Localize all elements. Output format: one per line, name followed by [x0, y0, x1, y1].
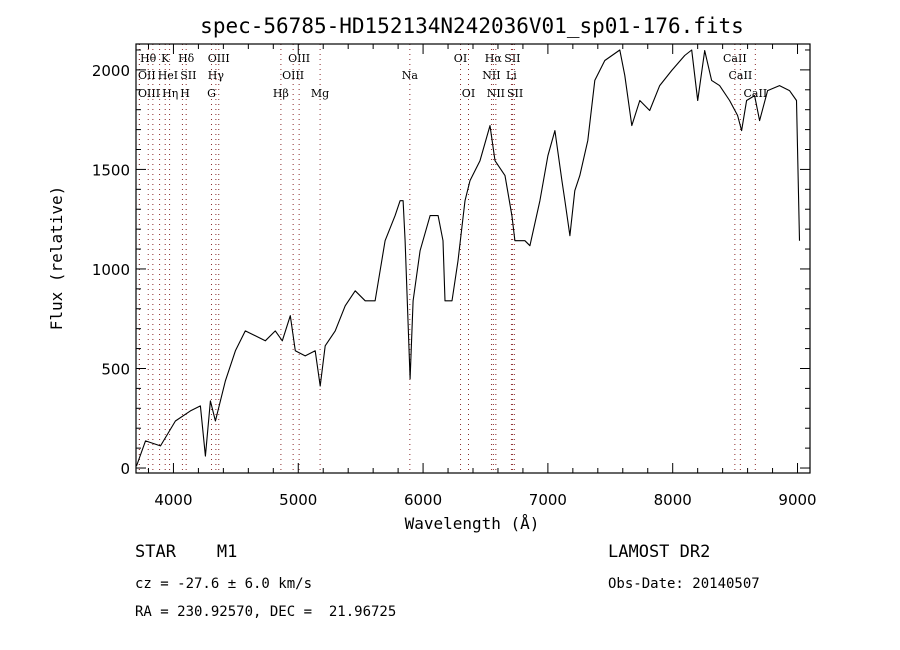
- line-marker-label: OIII: [282, 69, 304, 82]
- line-marker-label: Hα: [485, 52, 503, 65]
- x-tick-label: 7000: [529, 491, 567, 509]
- obs-date: Obs-Date: 20140507: [608, 576, 760, 592]
- coordinates: RA = 230.92570, DEC = 21.96725: [135, 604, 397, 620]
- line-marker-label: K: [161, 52, 170, 65]
- y-tick-label: 0: [120, 460, 130, 478]
- y-axis-label: Flux (relative): [47, 186, 66, 331]
- x-tick-label: 8000: [654, 491, 692, 509]
- series: [135, 49, 801, 467]
- line-marker-label: SII: [180, 69, 196, 82]
- line-marker-label: OII: [138, 69, 156, 82]
- line-marker-label: SII: [504, 52, 520, 65]
- axes: 4000 5000 6000 7000 8000 9000 0 500 1000 1500 2000: [92, 43, 817, 509]
- x-tick-label: 5000: [279, 491, 317, 509]
- x-axis-label: Wavelength (Å): [405, 514, 540, 533]
- line-marker-label: OIII: [288, 52, 310, 65]
- survey-name: LAMOST DR2: [608, 542, 711, 562]
- line-marker-label: Hθ: [140, 52, 157, 65]
- line-marker-label: CaII: [744, 87, 768, 100]
- chart-title: spec-56785-HD152134N242036V01_sp01-176.f…: [200, 14, 744, 38]
- y-tick-label: 1500: [92, 161, 130, 179]
- line-marker-label: Mg: [311, 87, 329, 100]
- line-marker-label: H: [180, 87, 190, 100]
- line-marker-label: OI: [454, 52, 467, 65]
- plot-frame: [135, 43, 811, 474]
- spectrum-line: [135, 49, 801, 467]
- y-tick-label: 500: [101, 360, 130, 378]
- line-marker-label: Hη: [162, 87, 178, 100]
- x-tick-label: 6000: [404, 491, 442, 509]
- line-marker-label: NII: [487, 87, 505, 100]
- x-tick-label: 9000: [778, 491, 816, 509]
- y-tick-label: 1000: [92, 261, 130, 279]
- object-class: STAR M1: [135, 542, 238, 562]
- line-marker-label: CaII: [723, 52, 747, 65]
- line-marker-label: CaII: [729, 69, 753, 82]
- line-marker-label: Hδ: [178, 52, 195, 65]
- line-marker-label: NII: [482, 69, 500, 82]
- line-marker-label: OIII: [208, 52, 230, 65]
- line-marker-label: Li: [506, 69, 517, 82]
- x-tick-label: 4000: [154, 491, 192, 509]
- line-marker-label: Hβ: [273, 87, 289, 100]
- line-marker-label: SII: [507, 87, 523, 100]
- line-marker-label: G: [207, 87, 216, 100]
- line-marker-label: Hγ: [208, 69, 225, 82]
- line-marker-label: Na: [402, 69, 419, 82]
- redshift-cz: cz = -27.6 ± 6.0 km/s: [135, 576, 313, 592]
- line-marker-label: OI: [462, 87, 475, 100]
- line-marker-label: HeI: [158, 69, 178, 82]
- line-marker-label: OIII: [138, 87, 160, 100]
- y-tick-label: 2000: [92, 62, 130, 80]
